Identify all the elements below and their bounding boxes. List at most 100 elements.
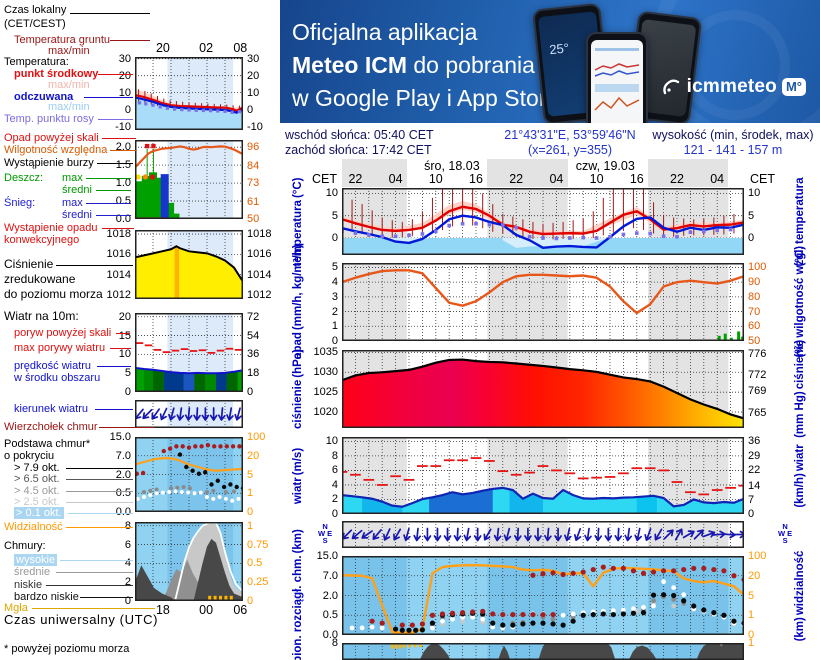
axis-title-chmury-podstawa: (km) widzialność	[794, 550, 806, 641]
tick-right-cisnienie: 769	[748, 385, 767, 398]
legend-leader	[46, 585, 133, 586]
legend-leader	[97, 163, 133, 164]
tick-right-mini-opad: 61	[247, 195, 260, 208]
time-label-utc: 18	[155, 603, 170, 617]
legend-leader	[66, 468, 133, 469]
date-label: czw, 19.03	[575, 159, 635, 173]
legend-max-porywy: max porywy wiatru	[14, 342, 106, 354]
axis-title-wiatr: wiatr (m/s)	[292, 447, 304, 504]
legend-chmury: Chmury:	[4, 540, 46, 552]
panel-opad	[341, 263, 745, 341]
tick-right-temperatura: 10	[748, 187, 761, 200]
legend-temperatura: Temperatura:	[4, 56, 69, 68]
legend-chmury-srednie: średnie	[14, 566, 51, 578]
tick-right-mini-opad: 50	[247, 213, 260, 225]
legend-czas-lokalny: Czas lokalny	[4, 4, 67, 16]
tick-right-wiatr: 22	[748, 463, 761, 476]
banner-line1: Oficjalna aplikacja	[292, 19, 478, 45]
tick-right-wiatr: 14	[748, 479, 761, 492]
legend-poryw-skala: poryw powyżej skali	[14, 327, 112, 339]
legend-podstawa-2: o pokryciu	[4, 450, 55, 462]
app-banner[interactable]: Oficjalna aplikacja Meteo ICM do pobrani…	[280, 0, 820, 123]
tick-left-mini-temp: 30	[118, 52, 131, 65]
legend-czas-utc: Czas uniwersalny (UTC)	[4, 612, 159, 627]
legend-deszcz: Deszcz:	[4, 172, 44, 184]
tick-right-cisnienie: 765	[748, 406, 767, 419]
tick-right-chmury-podstawa: 0	[748, 629, 755, 641]
tick-left-mini-cisnienie: 1012	[106, 288, 131, 301]
banner-app-name: Meteo ICM	[292, 52, 407, 78]
legend-okt-65: > 6.5 okt.	[14, 473, 60, 485]
legend-wiatr-10m: Wiatr na 10m:	[4, 309, 79, 323]
legend-predkosc-2: w środku obszaru	[14, 372, 101, 384]
tick-right-mini-chmury: 0.75	[247, 538, 269, 551]
panel-wiatr	[336, 437, 750, 514]
panel-cisnienie	[341, 350, 745, 428]
tick-right-wiatr: 36	[748, 435, 761, 448]
tick-right-wiatr: 0	[748, 508, 755, 520]
tick-right-chmury-podstawa: 1	[748, 609, 755, 622]
tick-left-opad: 4	[331, 276, 338, 289]
tick-left-mini-chmury: 6	[124, 538, 131, 551]
panel-mini-opad	[134, 140, 244, 220]
legend-leader	[98, 74, 133, 75]
tick-right-wiatr: 7	[748, 493, 755, 506]
tick-right-mini-wiatr: 0	[247, 386, 254, 398]
icmmeteo-logo: icmmeteo M°	[662, 76, 806, 98]
time-label: 08	[233, 41, 248, 55]
panel-mini-temp	[134, 57, 244, 130]
axis-title-cisnienie: ciśnienie (hPa)	[292, 349, 304, 429]
panel-mini-wiatr	[134, 313, 244, 392]
tick-left-mini-temp: 10	[118, 86, 131, 99]
tick-left-temperatura: 0	[331, 232, 338, 245]
tick-left-mini-wiatr: 20	[118, 310, 131, 323]
legend-punkt-srodkowy: punkt środkowy	[14, 68, 99, 80]
tick-left-opad: 5	[331, 261, 338, 274]
legend-cisnienie-3: do poziomu morza	[4, 287, 103, 301]
tick-left-mini-chmury-podstawa: 0.0	[115, 506, 131, 518]
legend-od-maxmin: max/min	[48, 101, 90, 113]
legend-leader	[32, 608, 155, 609]
legend-leader	[60, 560, 133, 561]
panel-temperatura	[340, 180, 746, 255]
tick-left-zachmurzenie: 8	[331, 637, 338, 650]
legend-snieg: Śnieg:	[4, 197, 36, 209]
tick-right-mini-opad: 84	[247, 159, 260, 172]
legend-podstawa-1: Podstawa chmur*	[4, 438, 91, 450]
tick-left-mini-chmury-podstawa: 2.0	[115, 468, 131, 481]
altitude-values: 121 - 141 - 157 m	[683, 143, 783, 157]
tick-left-cisnienie: 1020	[313, 406, 338, 419]
grid-xy: (x=261, y=355)	[527, 143, 613, 157]
legend-leader	[97, 366, 131, 367]
legend-wierzcholek: Wierzchołek chmur	[4, 421, 98, 433]
tick-right-mini-cisnienie: 1012	[247, 288, 272, 301]
altitude-label: wysokość (min, środek, max)	[652, 128, 814, 142]
sunset-label: zachód słońca: 17:42 CET	[285, 143, 432, 157]
tick-right-mini-opad: 96	[247, 141, 260, 154]
tick-right-mini-chmury-podstawa: 5	[247, 468, 254, 481]
tick-right-mini-wiatr: 36	[247, 348, 260, 361]
legend-leader	[99, 427, 155, 428]
legend-leader	[116, 333, 130, 334]
tick-right-mini-cisnienie: 1018	[247, 228, 272, 241]
hour-label: 04	[549, 172, 564, 186]
legend-leader	[56, 265, 133, 266]
tick-right-mini-temp: 10	[247, 86, 260, 99]
phone-meteogram-preview	[594, 48, 640, 111]
banner-line2: Meteo ICM do pobrania	[292, 49, 559, 82]
hour-label: 10	[589, 172, 604, 186]
tick-right-wiatr: 29	[748, 449, 761, 462]
hour-label: 10	[428, 172, 443, 186]
logo-swoosh-icon	[662, 79, 679, 95]
hour-label: 04	[388, 172, 403, 186]
phone-temp-reading: 25°	[548, 40, 570, 58]
time-label: 02	[199, 41, 214, 55]
axis-title-cisnienie: (mm Hg) ciśnienie	[794, 340, 806, 438]
footnote: * powyżej poziomu morza	[4, 643, 130, 655]
tick-left-mini-opad: 0.0	[115, 213, 131, 225]
tick-left-mini-cisnienie: 1014	[106, 268, 131, 281]
axis-title-opad: opad (mm/h, kg/m³/h)	[292, 244, 304, 360]
time-label-utc: 00	[199, 603, 214, 617]
tick-left-chmury-podstawa: 15.0	[316, 550, 338, 562]
hour-label: 22	[509, 172, 524, 186]
